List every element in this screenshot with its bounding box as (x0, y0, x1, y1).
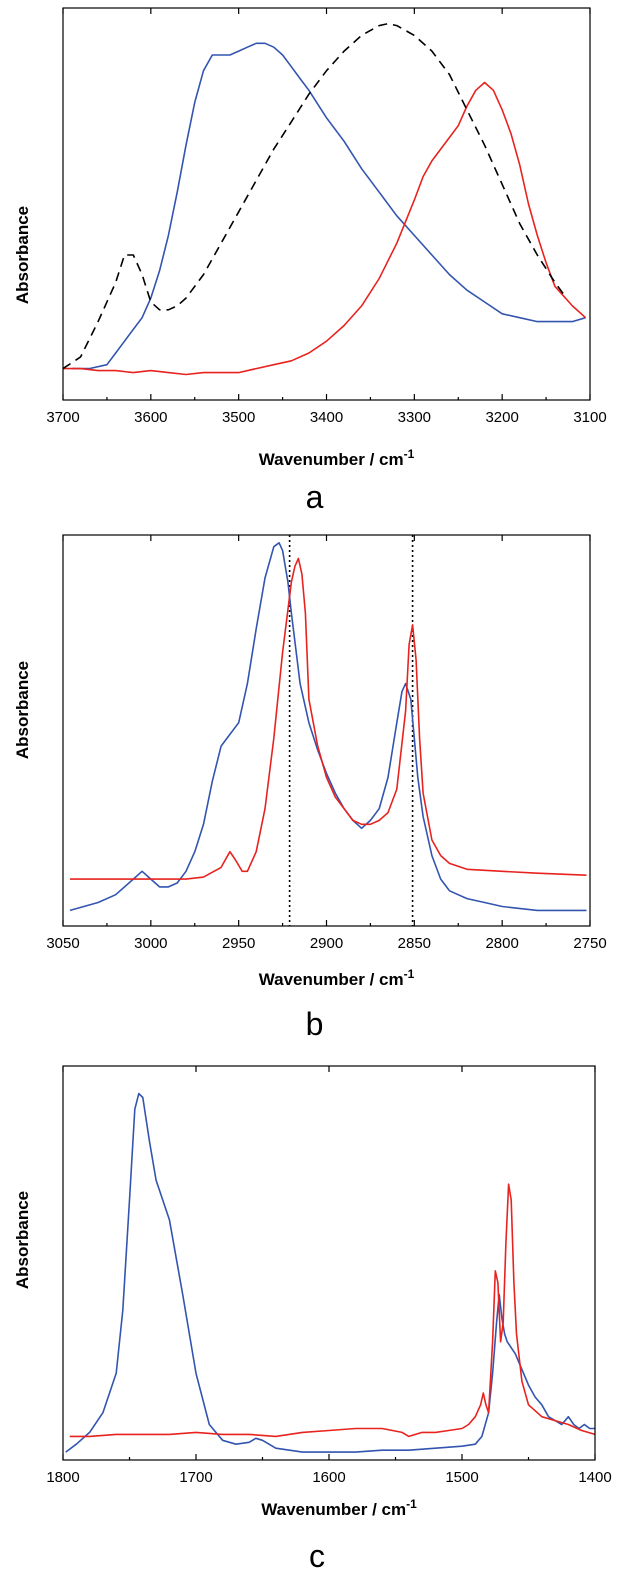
series-line (65, 1092, 595, 1453)
x-tick-label: 1500 (445, 1469, 478, 1486)
x-tick-label: 2750 (573, 935, 606, 952)
x-tick-label: 3600 (134, 409, 167, 426)
x-tick-label: 3050 (46, 935, 79, 952)
panel-label: c (309, 1538, 325, 1574)
x-tick-label: 1400 (578, 1469, 611, 1486)
x-tick-label: 1600 (312, 1469, 345, 1486)
panel-c: 1800 1700 1600 1500 1400 Wavenumber / cm-1 Abs… (13, 1065, 612, 1574)
series-line (69, 1183, 596, 1438)
plot-frame (62, 1065, 596, 1461)
x-tick-label: 3200 (485, 409, 518, 426)
x-tick-label: 3100 (573, 409, 606, 426)
x-axis-label-main: Wavenumber / cm (259, 450, 404, 469)
panel-a: 3700 3600 3500 3400 3300 3200 3100 Wavenumber /… (13, 7, 607, 515)
x-axis-label: Wavenumber / cm-1 (261, 1497, 417, 1519)
y-axis-label: Absorbance (13, 661, 32, 759)
x-tick-label: 1800 (46, 1469, 79, 1486)
series-line (70, 557, 587, 880)
plot-frame (62, 534, 591, 927)
x-tick-label: 3400 (310, 409, 343, 426)
x-tick-label: 2950 (222, 935, 255, 952)
y-axis-label: Absorbance (13, 206, 32, 304)
panel-label: a (306, 479, 324, 515)
series-line (62, 22, 565, 370)
y-axis-label: Absorbance (13, 1191, 32, 1289)
x-axis-label: Wavenumber / cm-1 (259, 967, 415, 989)
x-tick-label: 3300 (398, 409, 431, 426)
series-line (63, 81, 587, 376)
x-axis-label: Wavenumber / cm-1 (259, 447, 415, 469)
x-axis-label-main: Wavenumber / cm (259, 970, 404, 989)
x-axis-label-main: Wavenumber / cm (261, 1500, 406, 1519)
x-axis-label-sup: -1 (406, 1497, 417, 1511)
x-tick-label: 2800 (485, 935, 518, 952)
x-tick-label: 3500 (222, 409, 255, 426)
x-tick-label: 2900 (310, 935, 343, 952)
series-line (71, 42, 586, 370)
x-tick-label: 3700 (46, 409, 79, 426)
x-axis-label-sup: -1 (404, 447, 415, 461)
x-axis-label-sup: -1 (404, 967, 415, 981)
x-tick-label: 2850 (398, 935, 431, 952)
panel-b: 3050 3000 2950 2900 2850 2800 2750 Wavenumber /… (13, 534, 607, 1042)
series-line (69, 542, 587, 912)
panel-label: b (306, 1006, 324, 1042)
x-tick-label: 3000 (134, 935, 167, 952)
x-tick-label: 1700 (179, 1469, 212, 1486)
